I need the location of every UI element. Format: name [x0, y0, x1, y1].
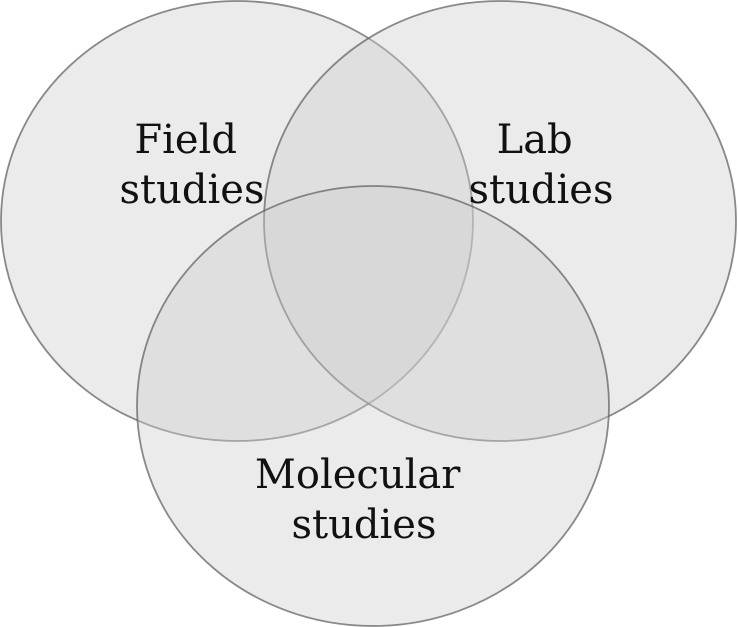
field-studies-label-line-2: studies [120, 167, 265, 213]
molecular-studies-circle [136, 185, 610, 627]
molecular-studies-label-line-1: Molecular [255, 452, 461, 498]
field-studies-circle [0, 0, 474, 442]
lab-studies-label-line-1: Lab [497, 117, 573, 163]
field-studies-label: Field studies [120, 117, 265, 213]
molecular-studies-label-line-2: studies [292, 502, 437, 548]
lab-studies-label-line-2: studies [469, 167, 614, 213]
lab-studies-label: Lab studies [469, 117, 614, 213]
molecular-studies-label: Molecular studies [255, 452, 473, 548]
field-studies-label-line-1: Field [134, 117, 237, 163]
